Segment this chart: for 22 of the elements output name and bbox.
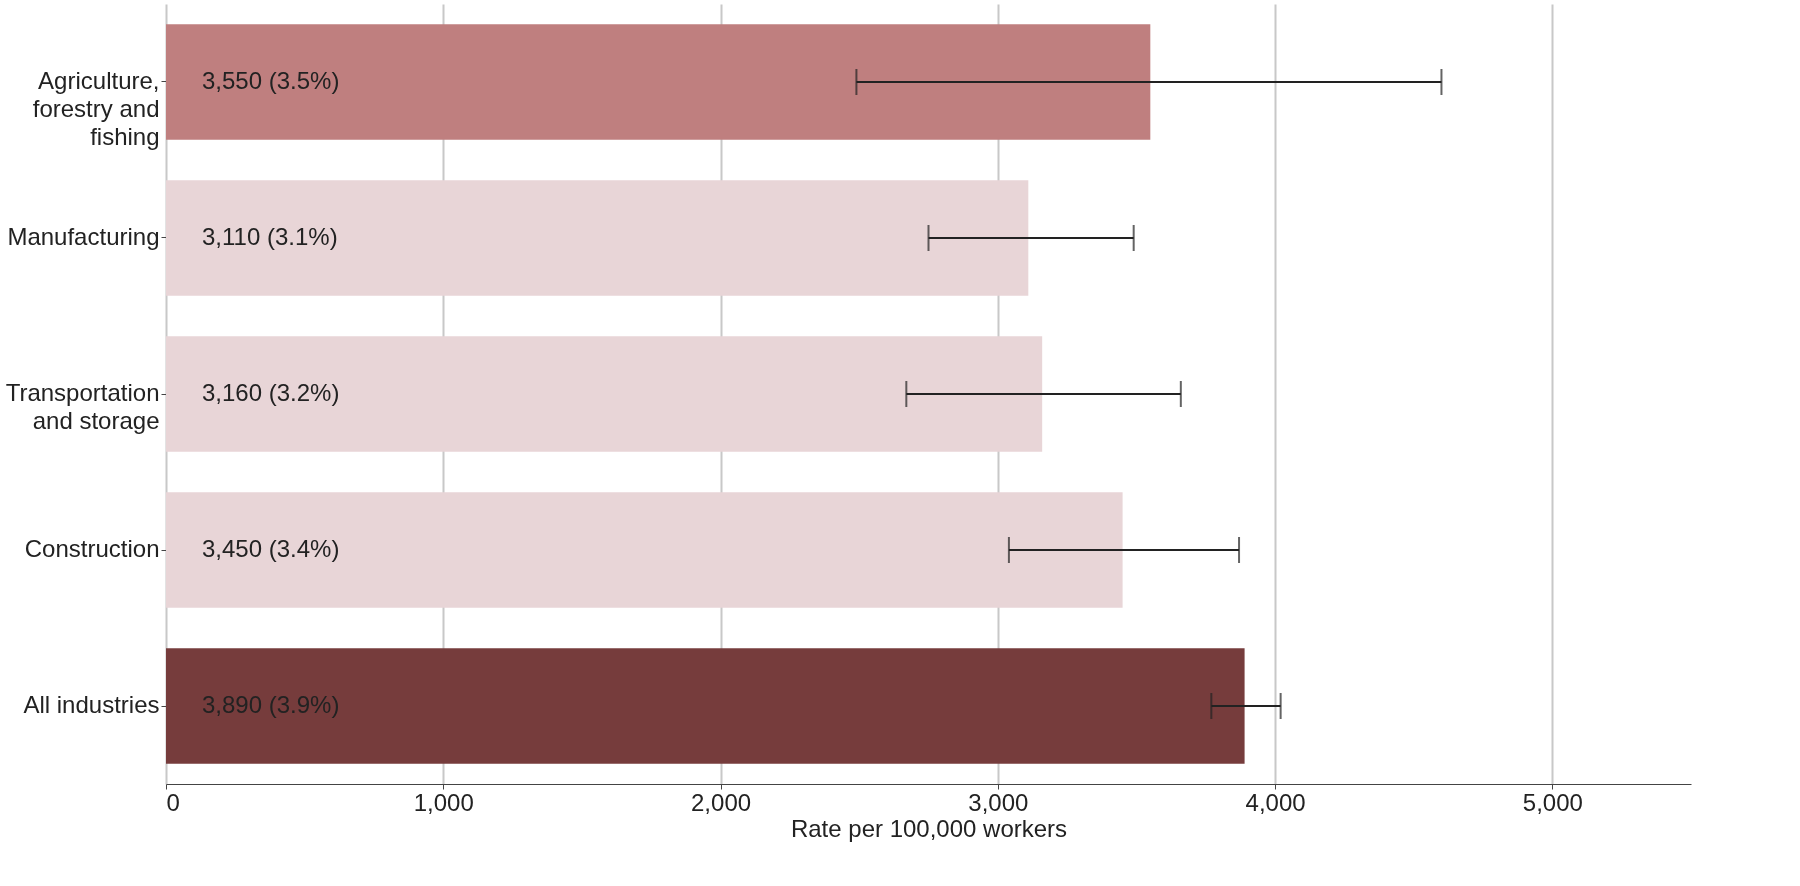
x-axis-title: Rate per 100,000 workers <box>790 814 1068 842</box>
bar <box>166 648 1245 764</box>
y-tick-label: All industries <box>23 691 160 718</box>
y-tick-label: Manufacturing <box>7 223 160 250</box>
bar <box>166 24 1151 140</box>
bar <box>166 180 1029 296</box>
x-tick-label: 2,000 <box>691 788 752 816</box>
y-tick-label: Agriculture, forestry and fishing <box>32 67 160 150</box>
x-tick-label: 0 <box>166 788 180 816</box>
data-label: 3,160 (3.2%) <box>202 379 340 406</box>
x-tick-label: 4,000 <box>1245 788 1306 816</box>
y-tick-label: Construction <box>24 535 160 562</box>
x-tick-label: 1,000 <box>413 788 474 816</box>
bar <box>166 492 1123 608</box>
bar <box>166 336 1043 452</box>
x-tick-label: 3,000 <box>968 788 1029 816</box>
data-label: 3,890 (3.9%) <box>202 691 340 718</box>
x-tick-label: 5,000 <box>1522 788 1583 816</box>
data-label: 3,110 (3.1%) <box>202 223 338 250</box>
data-label: 3,450 (3.4%) <box>202 535 340 562</box>
y-tick-label: Transportation and storage <box>5 379 160 434</box>
data-label: 3,550 (3.5%) <box>202 67 340 94</box>
